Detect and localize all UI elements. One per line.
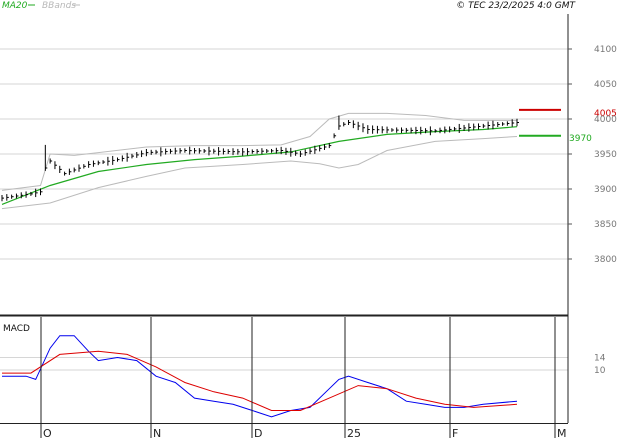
x-tick-label: D: [254, 427, 262, 440]
macd-y-tick-label: 10: [594, 366, 606, 376]
bollinger-bands: [1, 112, 518, 210]
macd-line: [2, 335, 518, 418]
price-markers: 4005 3970: [519, 108, 617, 144]
macd-panel-title: MACD: [3, 324, 30, 334]
copyright-timestamp: © TEC 23/2/2025 4:0 GMT: [456, 1, 576, 11]
legend-ma20-label: MA20: [2, 1, 28, 11]
price-y-tick-label: 4100: [594, 45, 617, 55]
panel-frames: [0, 14, 569, 424]
bbands-lower: [1, 136, 518, 210]
macd-lines: [2, 335, 518, 418]
legend-bbands-label: BBands: [42, 1, 76, 11]
price-y-tick-label: 4000: [594, 115, 617, 125]
macd-y-tick-label: 14: [594, 354, 606, 364]
grid: [0, 48, 568, 371]
x-tick-label: M: [557, 427, 567, 440]
price-marker-label: 3970: [569, 134, 592, 144]
bbands-upper: [1, 112, 517, 191]
axes: 3800 3850 3900 3950 4000 4050 4100 14 10 O N D 25 F M: [40, 45, 617, 440]
price-y-tick-label: 3850: [594, 220, 617, 230]
x-tick-label: O: [43, 427, 52, 440]
price-y-tick-label: 3950: [594, 150, 617, 160]
x-tick-label: 25: [347, 427, 361, 440]
x-tick-label: N: [153, 427, 161, 440]
x-tick-label: F: [452, 427, 458, 440]
price-y-tick-label: 3800: [594, 255, 617, 265]
price-y-tick-label: 3900: [594, 185, 617, 195]
price-marker-label: 4005: [594, 109, 617, 119]
macd-signal-line: [2, 350, 518, 411]
ma20-path: [1, 126, 518, 205]
price-y-tick-label: 4050: [594, 80, 617, 90]
price-bars: [1, 115, 519, 202]
ma20-line: [1, 126, 518, 205]
